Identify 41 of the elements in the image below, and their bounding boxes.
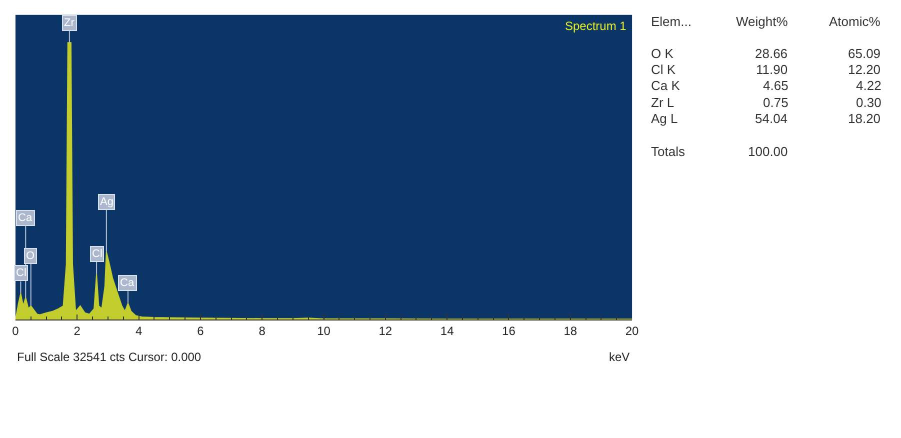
annotation: Ca [18,212,33,224]
annotation: Ag [100,196,114,208]
data-label: 4.22 [856,78,882,93]
category-label: O K [651,46,674,61]
data-label: 65.09 [848,46,881,61]
x-tick-label: 4 [135,324,142,338]
data-label: 12.20 [848,62,881,77]
text: Spectrum 1 [565,19,627,33]
text: Full Scale 32541 cts Cursor: 0.000 [17,350,202,364]
data-label: 18.20 [848,111,881,126]
category-label: Totals [651,144,686,159]
x-tick-label: 16 [502,324,516,338]
x-tick-label: 20 [625,324,640,338]
annotation: Cl [16,267,26,279]
category-label: Ag L [651,111,678,126]
annotation: Zr [64,17,75,29]
x-tick-label: 6 [197,324,204,338]
x-tick-label: 12 [378,324,392,338]
data-label: 0.75 [763,95,788,110]
data-label: 0.30 [856,95,882,110]
data-label: 28.66 [755,46,788,61]
data-label: 54.04 [755,111,788,126]
text: Elem... [651,14,692,29]
x-tick-label: 14 [440,324,454,338]
x-tick-label: 18 [564,324,578,338]
data-label: 100.00 [748,144,788,159]
annotation: Ca [120,277,135,289]
category-label: Zr L [651,95,674,110]
category-label: Cl K [651,62,676,77]
annotation: Cl [92,248,102,260]
x-tick-label: 2 [74,324,81,338]
x-tick-label: 8 [258,324,266,338]
text: Atomic% [829,14,881,29]
data-label: 11.90 [756,62,788,77]
x-tick-label: 0 [12,324,20,338]
data-label: 4.65 [763,78,788,93]
category-label: Ca K [651,78,680,93]
text: Weight% [736,14,788,29]
x-tick-label: 10 [317,324,331,338]
x-axis-title: keV [609,350,630,364]
annotation: O [26,250,35,262]
